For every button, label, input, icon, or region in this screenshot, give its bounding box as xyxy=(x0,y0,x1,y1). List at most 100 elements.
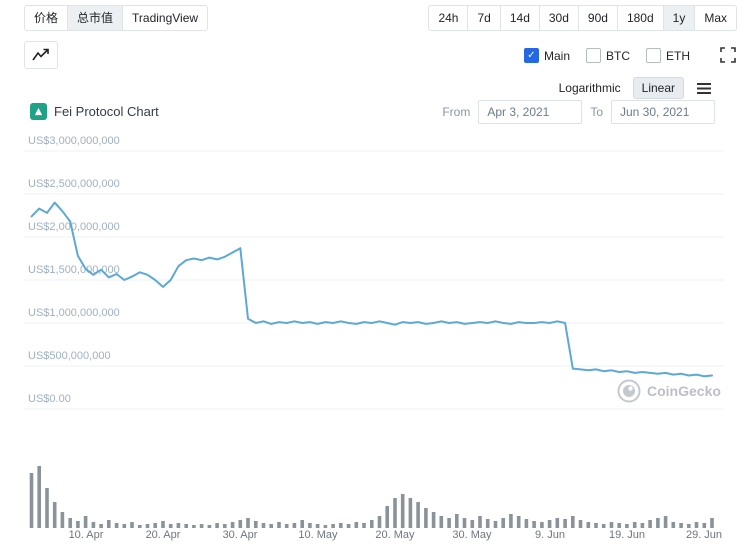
volume-bar xyxy=(354,522,359,528)
fullscreen-button[interactable] xyxy=(720,47,736,68)
volume-bar xyxy=(29,473,34,528)
volume-bar xyxy=(462,518,467,528)
volume-bar xyxy=(52,502,57,528)
from-label: From xyxy=(442,105,471,119)
volume-bar xyxy=(331,524,335,528)
trend-line-icon xyxy=(32,48,49,61)
volume-bar xyxy=(107,520,111,528)
volume-bar xyxy=(601,524,606,528)
range-7d[interactable]: 7d xyxy=(467,5,501,31)
volume-bar xyxy=(671,522,676,528)
volume-bar xyxy=(663,516,668,528)
volume-bar xyxy=(493,521,498,528)
volume-bar xyxy=(130,522,134,528)
range-max[interactable]: Max xyxy=(694,5,737,31)
range-180d[interactable]: 180d xyxy=(616,5,664,31)
volume-bar xyxy=(516,516,521,528)
volume-bar xyxy=(439,516,444,528)
volume-bar xyxy=(76,521,80,528)
linear-option-active[interactable]: Linear xyxy=(632,77,684,99)
volume-bar xyxy=(254,521,258,528)
volume-bar xyxy=(315,524,320,528)
volume-bar xyxy=(702,523,707,528)
volume-bar xyxy=(687,524,691,528)
chart-type-tabs: 价格 总市值 TradingView xyxy=(24,5,209,31)
from-date-input[interactable] xyxy=(478,100,583,124)
volume-bar xyxy=(37,466,41,528)
volume-bar xyxy=(609,522,614,528)
y-tick-label: US$3,000,000,000 xyxy=(28,135,120,147)
volume-bar xyxy=(625,524,629,528)
volume-bar xyxy=(300,520,304,528)
volume-bar xyxy=(215,523,219,528)
toggle-main-label: Main xyxy=(543,48,570,63)
volume-bar xyxy=(246,518,250,528)
volume-bar xyxy=(60,512,65,528)
toggle-main[interactable]: ✓ Main xyxy=(523,48,570,63)
volume-bar xyxy=(292,523,297,528)
volume-bar xyxy=(207,525,212,528)
logarithmic-option[interactable]: Logarithmic xyxy=(558,81,621,95)
volume-bar xyxy=(269,524,273,528)
tab-market-cap[interactable]: 总市值 xyxy=(67,5,124,31)
range-24h[interactable]: 24h xyxy=(428,5,469,31)
volume-bar xyxy=(640,523,645,528)
volume-bar xyxy=(694,522,699,528)
volume-bar xyxy=(145,524,150,528)
volume-bar xyxy=(485,519,490,528)
volume-bar xyxy=(501,518,505,528)
checkbox-btc-unchecked[interactable] xyxy=(586,48,601,63)
tab-price[interactable]: 价格 xyxy=(24,5,69,31)
volume-bar xyxy=(478,516,482,528)
volume-bar xyxy=(679,523,683,528)
volume-bar xyxy=(594,523,598,528)
chart-canvas[interactable] xyxy=(0,130,748,554)
volume-bar xyxy=(277,522,281,528)
volume-bar xyxy=(362,523,366,528)
volume-bar xyxy=(223,524,227,528)
volume-bar xyxy=(416,502,420,528)
checkbox-eth-unchecked[interactable] xyxy=(646,48,661,63)
volume-bar xyxy=(192,525,196,528)
volume-bar xyxy=(400,494,405,528)
x-tick-label: 9. Jun xyxy=(535,529,565,541)
toggle-btc-label: BTC xyxy=(606,48,630,63)
y-tick-label: US$2,000,000,000 xyxy=(28,221,120,233)
volume-bar xyxy=(99,524,103,528)
to-date-input[interactable] xyxy=(611,100,715,124)
trend-line-button[interactable] xyxy=(24,41,58,69)
range-90d[interactable]: 90d xyxy=(577,5,618,31)
volume-bar xyxy=(161,521,165,528)
time-range-buttons: 24h 7d 14d 30d 90d 180d 1y Max xyxy=(428,5,737,31)
volume-bar xyxy=(656,518,660,528)
range-30d[interactable]: 30d xyxy=(538,5,579,31)
x-tick-label: 20. Apr xyxy=(145,529,181,541)
watermark-text: CoinGecko xyxy=(647,383,721,399)
hamburger-menu-icon[interactable] xyxy=(696,82,712,95)
volume-bar xyxy=(547,520,552,528)
volume-bar xyxy=(238,520,243,528)
volume-bar xyxy=(424,508,428,528)
price-line[interactable] xyxy=(30,201,713,378)
volume-bar xyxy=(184,524,188,528)
range-14d[interactable]: 14d xyxy=(499,5,540,31)
y-tick-label: US$2,500,000,000 xyxy=(28,178,120,190)
volume-bar xyxy=(199,524,204,528)
y-tick-label: US$500,000,000 xyxy=(28,350,111,362)
toggle-btc[interactable]: BTC xyxy=(586,48,630,63)
series-toggle-row: ✓ Main BTC ETH xyxy=(523,48,690,63)
range-1y[interactable]: 1y xyxy=(662,5,696,31)
page-title: Fei Protocol Chart xyxy=(54,104,159,119)
volume-bar xyxy=(571,516,575,528)
volume-bar xyxy=(138,525,142,528)
tab-tradingview[interactable]: TradingView xyxy=(122,5,209,31)
volume-bar xyxy=(455,514,459,528)
volume-bar xyxy=(648,520,652,528)
checkbox-main-checked[interactable]: ✓ xyxy=(523,48,539,63)
toggle-eth[interactable]: ETH xyxy=(646,48,690,63)
volume-bar xyxy=(114,523,119,528)
coingecko-watermark: CoinGecko xyxy=(617,379,721,403)
chart-title-row: Fei Protocol Chart xyxy=(30,103,159,120)
scale-toggle-row: Logarithmic Linear xyxy=(559,77,712,99)
